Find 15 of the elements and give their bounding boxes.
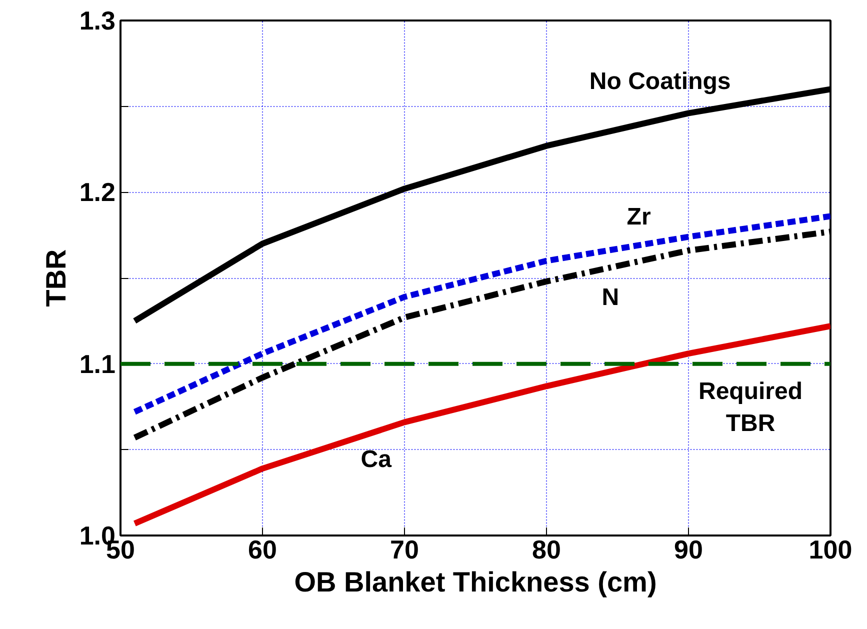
ref-line-label: Required TBR <box>698 378 803 438</box>
series-label: N <box>602 284 620 312</box>
y-tick-label: 1.3 <box>79 6 116 36</box>
x-tick-label: 70 <box>390 534 419 564</box>
x-axis-title: OB Blanket Thickness (cm) <box>294 566 657 598</box>
y-axis-title: TBR <box>40 249 72 307</box>
x-tick-label: 80 <box>532 534 561 564</box>
x-tick-label: 90 <box>674 534 703 564</box>
series-label: Ca <box>360 446 392 473</box>
series-label: No Coatings <box>589 68 731 96</box>
y-tick-label: 1.2 <box>79 177 116 208</box>
x-tick-label: 100 <box>808 534 852 564</box>
series-label: Zr <box>626 204 651 231</box>
x-tick-label: 60 <box>248 534 277 564</box>
y-tick-label: 1.1 <box>79 348 116 379</box>
